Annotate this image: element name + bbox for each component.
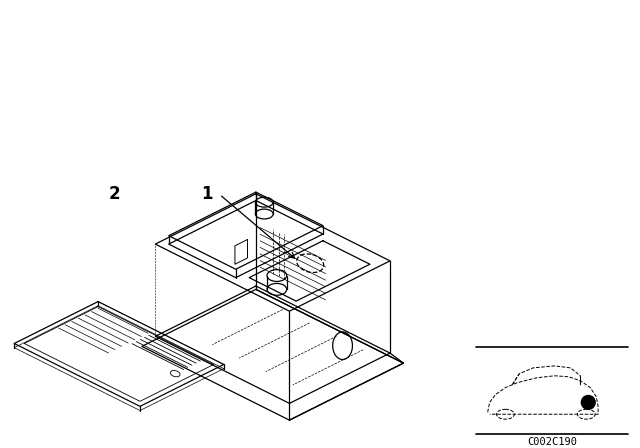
Text: 2: 2 — [109, 185, 121, 203]
Circle shape — [581, 396, 595, 409]
Text: C002C190: C002C190 — [527, 437, 577, 447]
Text: 1: 1 — [201, 185, 212, 203]
